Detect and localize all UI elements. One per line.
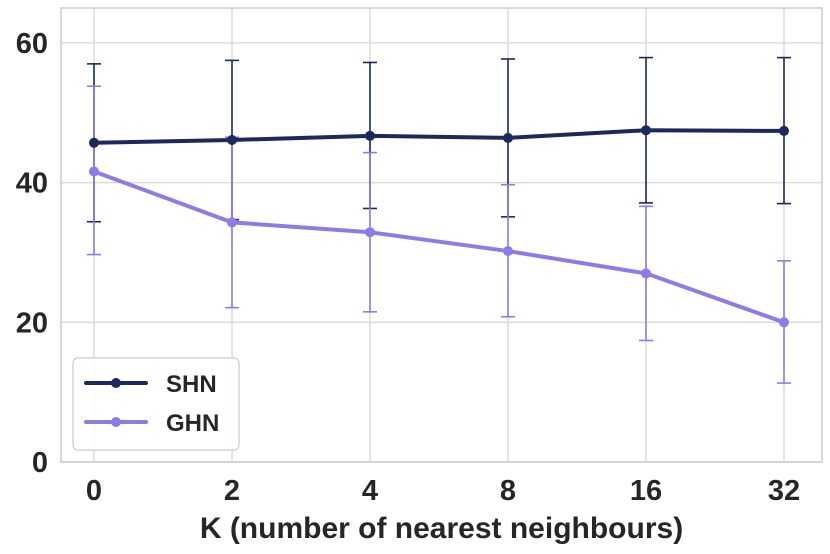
data-point-shn xyxy=(503,132,513,143)
series-line-ghn xyxy=(92,169,786,325)
series-line-shn xyxy=(92,128,786,145)
series-lines xyxy=(92,128,786,325)
data-point-ghn xyxy=(503,246,513,257)
legend-marker-ghn xyxy=(111,417,121,427)
x-axis-label: K (number of nearest neighbours) xyxy=(200,512,683,545)
y-tick-label: 0 xyxy=(32,447,48,479)
data-point-shn xyxy=(365,130,375,141)
y-tick-label: 20 xyxy=(16,307,48,339)
x-tick-labels: 0 2 4 8 16 32 xyxy=(86,475,800,507)
x-tick-label: 16 xyxy=(630,475,662,507)
x-tick-label: 0 xyxy=(86,475,102,507)
data-point-ghn xyxy=(641,268,651,279)
y-tick-labels: 0 20 40 60 xyxy=(16,28,48,479)
data-point-shn xyxy=(779,125,789,136)
data-points xyxy=(89,125,789,328)
y-tick-label: 40 xyxy=(16,168,48,200)
data-point-ghn xyxy=(365,227,375,238)
data-point-ghn xyxy=(779,317,789,328)
x-tick-label: 4 xyxy=(362,475,378,507)
data-point-ghn xyxy=(227,217,237,228)
x-tick-label: 2 xyxy=(224,475,240,507)
data-point-shn xyxy=(227,135,237,146)
legend-label-ghn: GHN xyxy=(166,410,219,437)
legend: SHN GHN xyxy=(72,357,240,451)
data-point-shn xyxy=(641,125,651,136)
legend-marker-shn xyxy=(111,378,121,388)
data-point-ghn xyxy=(89,166,99,177)
y-tick-label: 60 xyxy=(16,28,48,60)
legend-label-shn: SHN xyxy=(166,371,217,398)
data-point-shn xyxy=(89,137,99,148)
x-tick-label: 8 xyxy=(500,475,516,507)
x-tick-label: 32 xyxy=(768,475,800,507)
plot-frame xyxy=(60,7,823,463)
